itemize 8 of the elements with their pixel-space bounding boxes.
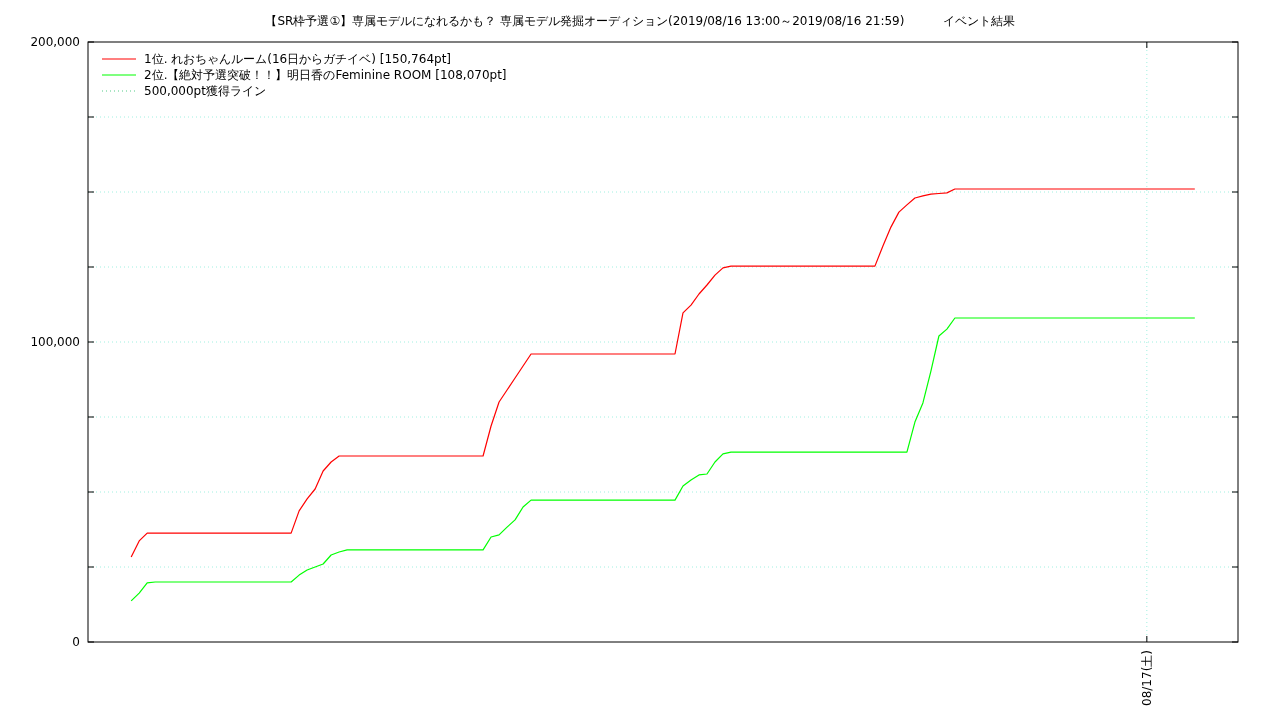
ytick: 100,000 <box>30 335 80 349</box>
title: 【SR枠予選①】専属モデルになれるかも？ 専属モデル発掘オーディション(2019/08/16 13:00～2019/08/16 21:59) イベント結果 <box>265 14 1015 28</box>
legend-label: 1位. れおちゃんルーム(16日からガチイベ) [150,764pt] <box>144 52 452 66</box>
ytick: 200,000 <box>30 35 80 49</box>
legend-label: 500,000pt獲得ライン <box>144 84 266 98</box>
ytick: 0 <box>72 635 80 649</box>
xtick: 08/17(土) <box>1139 650 1154 706</box>
legend-label: 2位.【絶対予選突破！！】明日香のFeminine ROOM [108,070pt] <box>144 68 507 82</box>
